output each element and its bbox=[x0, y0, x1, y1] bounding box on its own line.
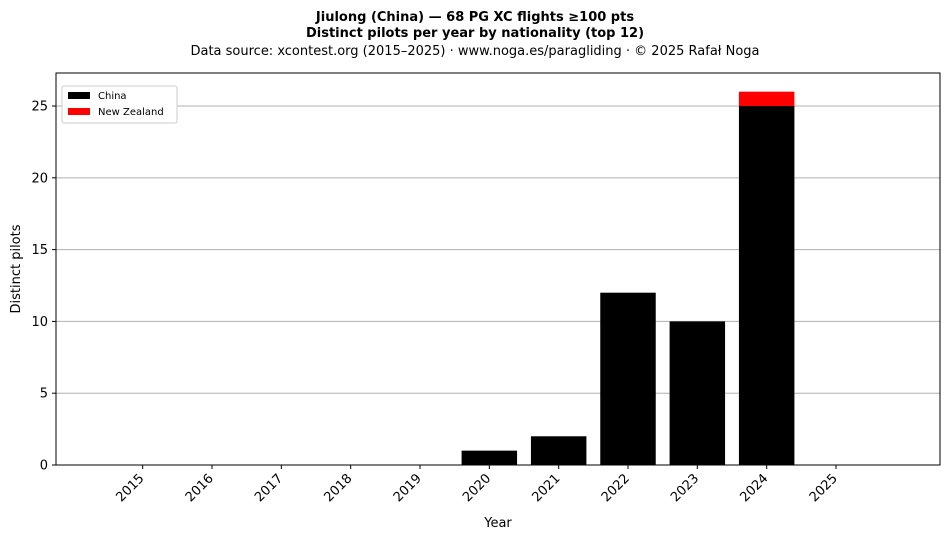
legend-frame bbox=[61, 85, 178, 124]
chart-title: Jiulong (China) — 68 PG XC flights ≥100 … bbox=[315, 10, 634, 25]
x-tick-label-2021: 2021 bbox=[529, 471, 563, 505]
x-tick-label-2022: 2022 bbox=[599, 471, 633, 505]
y-tick-label-10: 10 bbox=[31, 315, 48, 330]
x-tick-label-2016: 2016 bbox=[183, 471, 217, 505]
y-tick-label-15: 15 bbox=[31, 243, 48, 258]
legend: China New Zealand bbox=[61, 85, 178, 124]
y-tick-label-20: 20 bbox=[31, 171, 48, 186]
x-tick-label-2015: 2015 bbox=[113, 471, 147, 505]
bar-china-2020 bbox=[461, 450, 518, 465]
plot-frame bbox=[55, 72, 941, 466]
x-tick-label-2019: 2019 bbox=[391, 471, 425, 505]
x-tick-label-2018: 2018 bbox=[321, 471, 355, 505]
bars-layer bbox=[461, 91, 795, 466]
x-tick-label-2023: 2023 bbox=[668, 471, 702, 505]
x-axis-label: Year bbox=[483, 516, 512, 531]
bar-china-2023 bbox=[669, 321, 726, 465]
legend-label-new-zealand: New Zealand bbox=[98, 107, 164, 118]
bar-china-2024 bbox=[738, 106, 795, 466]
x-tick-label-2025: 2025 bbox=[807, 471, 841, 505]
bar-new-zealand-2024 bbox=[738, 91, 795, 107]
x-tick-label-2017: 2017 bbox=[252, 471, 286, 505]
y-axis-label: Distinct pilots bbox=[9, 224, 24, 313]
bar-china-2022 bbox=[600, 292, 656, 465]
y-tick-label-5: 5 bbox=[40, 387, 48, 402]
chart-subtitle: Distinct pilots per year by nationality … bbox=[306, 26, 644, 41]
legend-swatch-new-zealand bbox=[68, 108, 90, 115]
x-tick-label-2024: 2024 bbox=[737, 471, 771, 505]
grid-layer bbox=[56, 105, 940, 394]
y-tick-label-0: 0 bbox=[40, 459, 48, 474]
bar-china-2021 bbox=[530, 436, 587, 465]
legend-swatch-china bbox=[68, 92, 90, 99]
legend-label-china: China bbox=[98, 91, 127, 102]
chart-source-note: Data source: xcontest.org (2015–2025) · … bbox=[190, 44, 759, 59]
y-tick-label-25: 25 bbox=[31, 100, 48, 115]
x-tick-label-2020: 2020 bbox=[460, 471, 494, 505]
